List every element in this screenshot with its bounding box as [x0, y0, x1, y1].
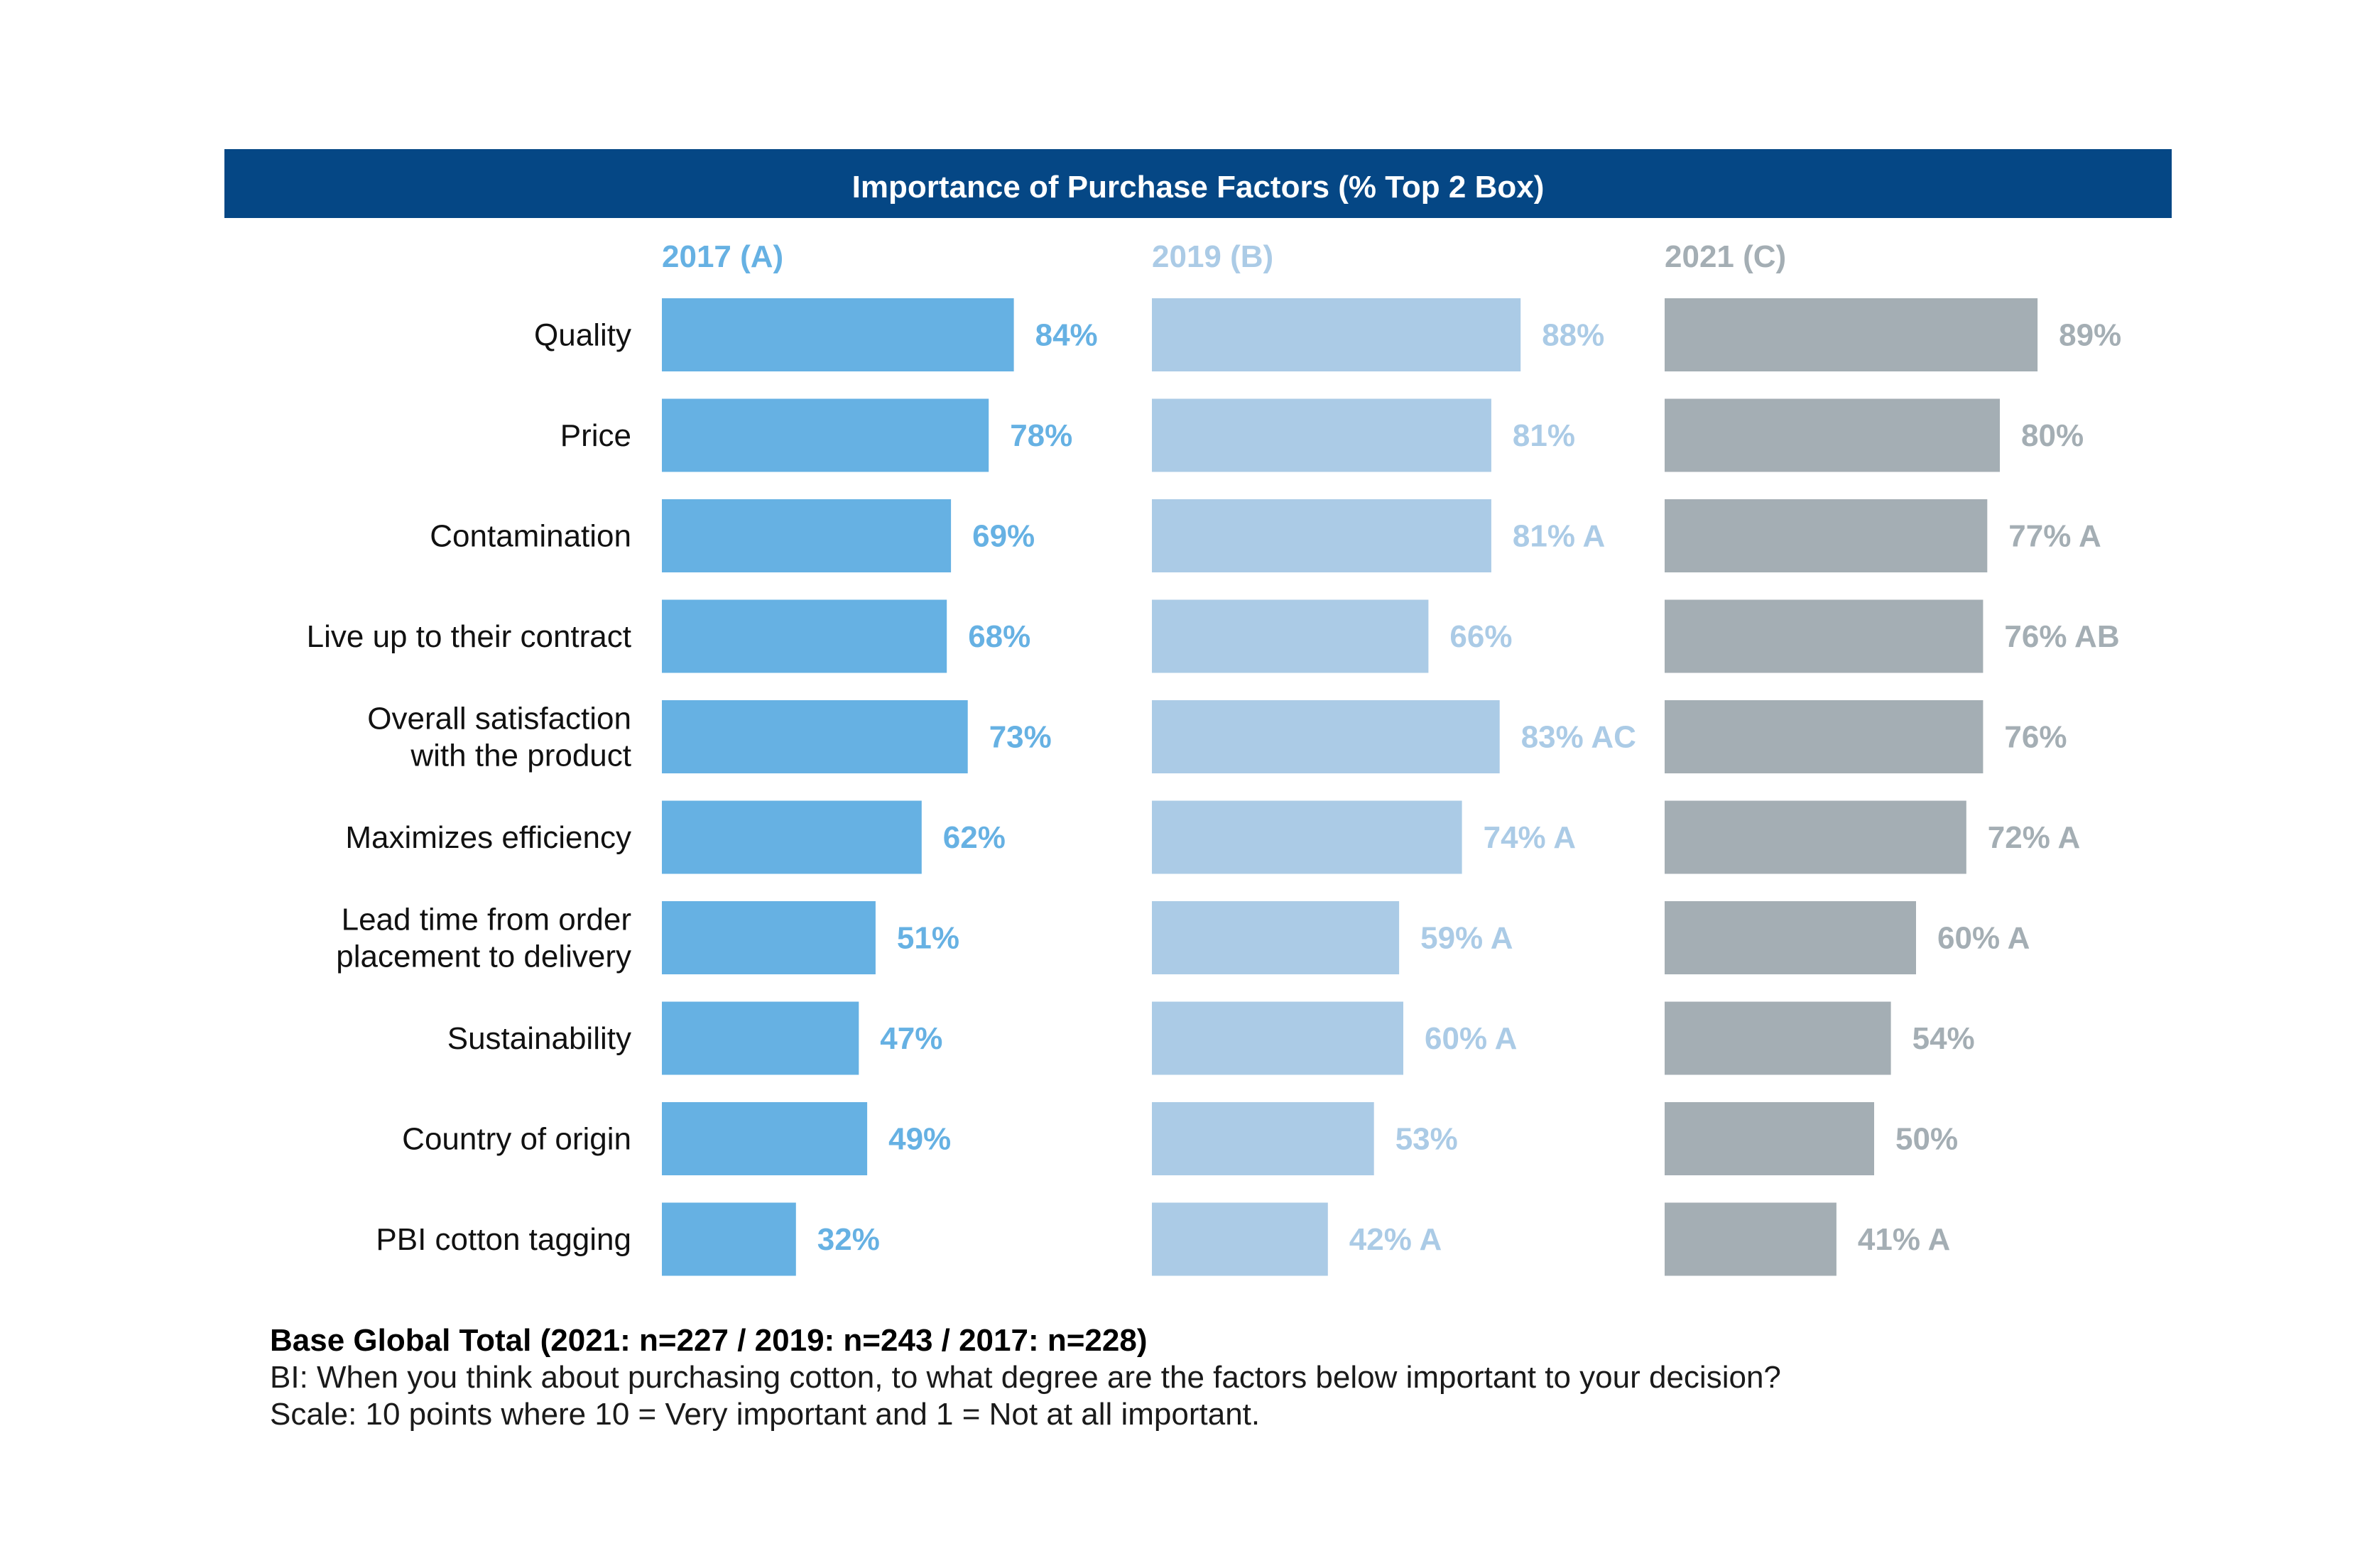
value-label-1-0: 88% [1542, 318, 1604, 353]
bar-1-7 [1152, 1001, 1403, 1075]
value-label-1-7: 60% A [1425, 1021, 1517, 1056]
bar-0-8 [662, 1102, 868, 1175]
value-label-1-1: 81% [1513, 418, 1575, 453]
value-label-0-5: 62% [943, 820, 1006, 855]
value-label-1-2: 81% A [1513, 519, 1605, 554]
series-header-0: 2017 (A) [662, 239, 783, 274]
value-label-0-3: 68% [968, 619, 1030, 654]
value-label-0-6: 51% [897, 921, 959, 956]
scale-note: Scale: 10 points where 10 = Very importa… [270, 1397, 1261, 1432]
bar-1-3 [1152, 599, 1429, 673]
value-label-1-8: 53% [1395, 1122, 1458, 1157]
value-label-2-7: 54% [1912, 1021, 1975, 1056]
value-label-2-4: 76% [2004, 720, 2067, 755]
bar-0-1 [662, 398, 989, 472]
bar-2-0 [1665, 298, 2038, 371]
value-label-0-2: 69% [972, 519, 1035, 554]
bar-1-5 [1152, 800, 1462, 874]
base-note: Base Global Total (2021: n=227 / 2019: n… [270, 1323, 1148, 1358]
bar-0-5 [662, 800, 922, 874]
value-label-2-5: 72% A [1988, 820, 2080, 855]
category-label: Live up to their contract [307, 619, 631, 654]
bar-2-3 [1665, 599, 1984, 673]
category-label: Contamination [430, 519, 631, 554]
value-label-2-8: 50% [1895, 1122, 1958, 1157]
value-label-2-1: 80% [2021, 418, 2084, 453]
value-label-0-0: 84% [1035, 318, 1098, 353]
bar-2-5 [1665, 800, 1966, 874]
bar-0-6 [662, 901, 876, 974]
category-label: Price [560, 418, 631, 453]
value-label-1-6: 59% A [1420, 921, 1513, 956]
category-labels: Quality Price Contamination Live up to thei… [307, 318, 631, 1258]
bar-2-1 [1665, 398, 2000, 472]
series-header-1: 2019 (B) [1152, 239, 1273, 274]
question-note: BI: When you think about purchasing cott… [270, 1360, 1781, 1395]
bar-0-4 [662, 700, 968, 773]
bar-0-2 [662, 499, 952, 572]
bar-1-4 [1152, 700, 1500, 773]
category-label: Quality [534, 318, 631, 353]
value-label-0-1: 78% [1010, 418, 1072, 453]
category-label: Lead time from order placement to deliver… [336, 903, 631, 974]
category-label: PBI cotton tagging [376, 1222, 631, 1257]
value-label-1-5: 74% A [1484, 820, 1576, 855]
bar-1-2 [1152, 499, 1491, 572]
bar-2-8 [1665, 1102, 1874, 1175]
bar-2-9 [1665, 1202, 1837, 1276]
value-label-1-3: 66% [1449, 619, 1512, 654]
value-label-2-6: 60% A [1937, 921, 2030, 956]
bar-0-9 [662, 1202, 796, 1276]
bar-1-0 [1152, 298, 1521, 371]
title-bar [224, 149, 2172, 218]
value-label-2-2: 77% A [2008, 519, 2101, 554]
category-label: Sustainability [447, 1021, 631, 1056]
bar-1-8 [1152, 1102, 1374, 1175]
value-label-2-9: 41% A [1858, 1222, 1950, 1257]
bar-0-7 [662, 1001, 859, 1075]
series-header-2: 2021 (C) [1665, 239, 1786, 274]
value-label-0-4: 73% [989, 720, 1052, 755]
value-label-1-4: 83% AC [1521, 720, 1636, 755]
bar-0-0 [662, 298, 1014, 371]
value-label-0-8: 49% [888, 1122, 951, 1157]
chart-title: Importance of Purchase Factors (% Top 2 … [852, 170, 1545, 205]
category-label: Maximizes efficiency [345, 820, 631, 855]
value-label-0-7: 47% [880, 1021, 942, 1056]
value-label-1-9: 42% A [1349, 1222, 1442, 1257]
bar-2-4 [1665, 700, 1984, 773]
series-headers: 2017 (A) 2019 (B) 2021 (C) [662, 239, 1786, 274]
value-label-2-3: 76% AB [2004, 619, 2119, 654]
bar-1-1 [1152, 398, 1491, 472]
category-label: Country of origin [402, 1122, 631, 1157]
category-label: Overall satisfaction with the product [367, 702, 631, 773]
bar-0-3 [662, 599, 947, 673]
value-labels: 84% 78% 69% 68% 73% 62% 51% 47% 49% 32% 88% 81% 81% … [817, 318, 2121, 1258]
bars [662, 298, 2038, 1276]
bar-2-7 [1665, 1001, 1891, 1075]
bar-1-6 [1152, 901, 1400, 974]
value-label-2-0: 89% [2059, 318, 2121, 353]
bar-2-6 [1665, 901, 1916, 974]
value-label-0-9: 32% [817, 1222, 880, 1257]
bar-1-9 [1152, 1202, 1328, 1276]
bar-2-2 [1665, 499, 1988, 572]
